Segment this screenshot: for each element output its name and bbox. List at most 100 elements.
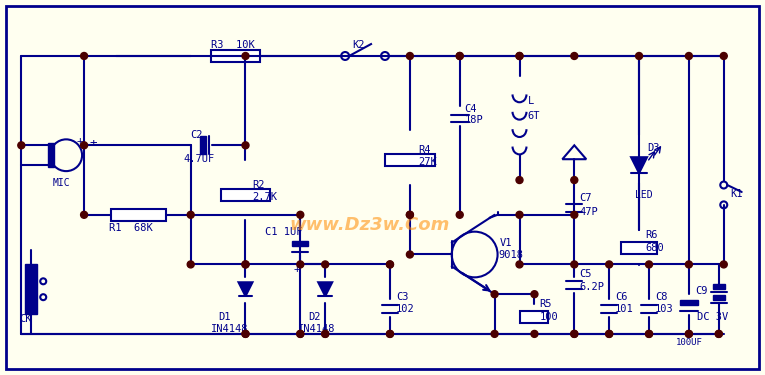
Circle shape	[571, 177, 578, 183]
Circle shape	[685, 53, 692, 60]
Circle shape	[80, 211, 87, 218]
Circle shape	[571, 330, 578, 338]
Polygon shape	[239, 282, 252, 296]
Text: 102: 102	[396, 304, 415, 314]
FancyBboxPatch shape	[210, 50, 260, 62]
Circle shape	[406, 53, 413, 60]
Circle shape	[571, 53, 578, 60]
Circle shape	[80, 53, 87, 60]
Circle shape	[297, 211, 304, 218]
Circle shape	[491, 291, 498, 298]
Circle shape	[456, 53, 463, 60]
Circle shape	[322, 330, 329, 338]
Circle shape	[18, 142, 24, 149]
Circle shape	[606, 261, 613, 268]
Circle shape	[721, 53, 728, 60]
Circle shape	[715, 330, 722, 338]
Text: 100: 100	[539, 312, 558, 322]
Circle shape	[531, 330, 538, 338]
Text: MIC: MIC	[52, 178, 70, 188]
Text: IN4148: IN4148	[298, 324, 336, 334]
Circle shape	[491, 330, 498, 338]
Polygon shape	[713, 295, 724, 300]
Text: 27K: 27K	[418, 157, 437, 167]
Circle shape	[386, 261, 393, 268]
Circle shape	[516, 261, 523, 268]
Text: R5: R5	[539, 299, 552, 309]
Circle shape	[685, 330, 692, 338]
Circle shape	[571, 330, 578, 338]
Circle shape	[606, 330, 613, 338]
Circle shape	[187, 211, 194, 218]
Circle shape	[242, 330, 249, 338]
Circle shape	[571, 211, 578, 218]
Text: 18P: 18P	[464, 116, 483, 126]
Circle shape	[386, 330, 393, 338]
Text: +: +	[76, 136, 83, 146]
Circle shape	[406, 251, 413, 258]
Text: C3: C3	[396, 292, 409, 302]
Text: C1 1UF: C1 1UF	[265, 226, 303, 237]
FancyBboxPatch shape	[520, 311, 549, 323]
Text: D3: D3	[647, 143, 659, 153]
Circle shape	[646, 261, 653, 268]
Text: L: L	[528, 96, 534, 106]
Circle shape	[406, 211, 413, 218]
Circle shape	[606, 330, 613, 338]
Text: C9: C9	[695, 286, 708, 296]
Text: K1: K1	[731, 189, 744, 199]
Polygon shape	[713, 284, 724, 289]
FancyBboxPatch shape	[112, 209, 166, 221]
Text: 103: 103	[655, 304, 674, 314]
Circle shape	[386, 330, 393, 338]
Text: C2: C2	[190, 130, 203, 140]
Circle shape	[242, 53, 249, 60]
Circle shape	[636, 53, 643, 60]
Circle shape	[516, 53, 523, 60]
FancyBboxPatch shape	[6, 6, 759, 369]
Text: C6: C6	[615, 292, 627, 302]
Circle shape	[297, 330, 304, 338]
Circle shape	[242, 261, 249, 268]
Text: C8: C8	[655, 292, 668, 302]
Circle shape	[242, 261, 249, 268]
Circle shape	[297, 261, 304, 268]
Polygon shape	[680, 300, 698, 305]
Text: www.Dz3w.Com: www.Dz3w.Com	[290, 216, 451, 234]
Circle shape	[516, 53, 523, 60]
Text: C4: C4	[464, 104, 477, 114]
FancyBboxPatch shape	[621, 242, 657, 254]
Text: 101: 101	[615, 304, 634, 314]
Text: D2: D2	[308, 312, 321, 322]
Text: 9018: 9018	[499, 251, 523, 261]
Circle shape	[187, 261, 194, 268]
Text: D1: D1	[219, 312, 231, 322]
Text: 2.7K: 2.7K	[252, 192, 278, 202]
Circle shape	[685, 330, 692, 338]
Text: +: +	[293, 264, 300, 274]
Circle shape	[531, 291, 538, 298]
Circle shape	[456, 53, 463, 60]
Text: V1: V1	[500, 238, 512, 248]
Text: R2: R2	[252, 180, 265, 190]
Text: K2: K2	[352, 40, 365, 50]
Text: DC 3V: DC 3V	[697, 312, 728, 322]
Text: 680: 680	[645, 243, 664, 252]
Polygon shape	[318, 282, 332, 296]
FancyBboxPatch shape	[220, 189, 270, 201]
Text: 6T: 6T	[528, 111, 540, 120]
Circle shape	[685, 261, 692, 268]
Circle shape	[571, 261, 578, 268]
Circle shape	[721, 261, 728, 268]
Text: R4: R4	[418, 145, 431, 155]
Circle shape	[242, 330, 249, 338]
Circle shape	[406, 211, 413, 218]
FancyBboxPatch shape	[385, 154, 435, 166]
Text: LED: LED	[635, 190, 653, 200]
Text: 4.7UF: 4.7UF	[184, 154, 215, 164]
Polygon shape	[631, 157, 647, 173]
Text: IN4148: IN4148	[210, 324, 248, 334]
Circle shape	[322, 330, 329, 338]
Text: R1  68K: R1 68K	[109, 223, 153, 233]
Polygon shape	[48, 143, 54, 167]
